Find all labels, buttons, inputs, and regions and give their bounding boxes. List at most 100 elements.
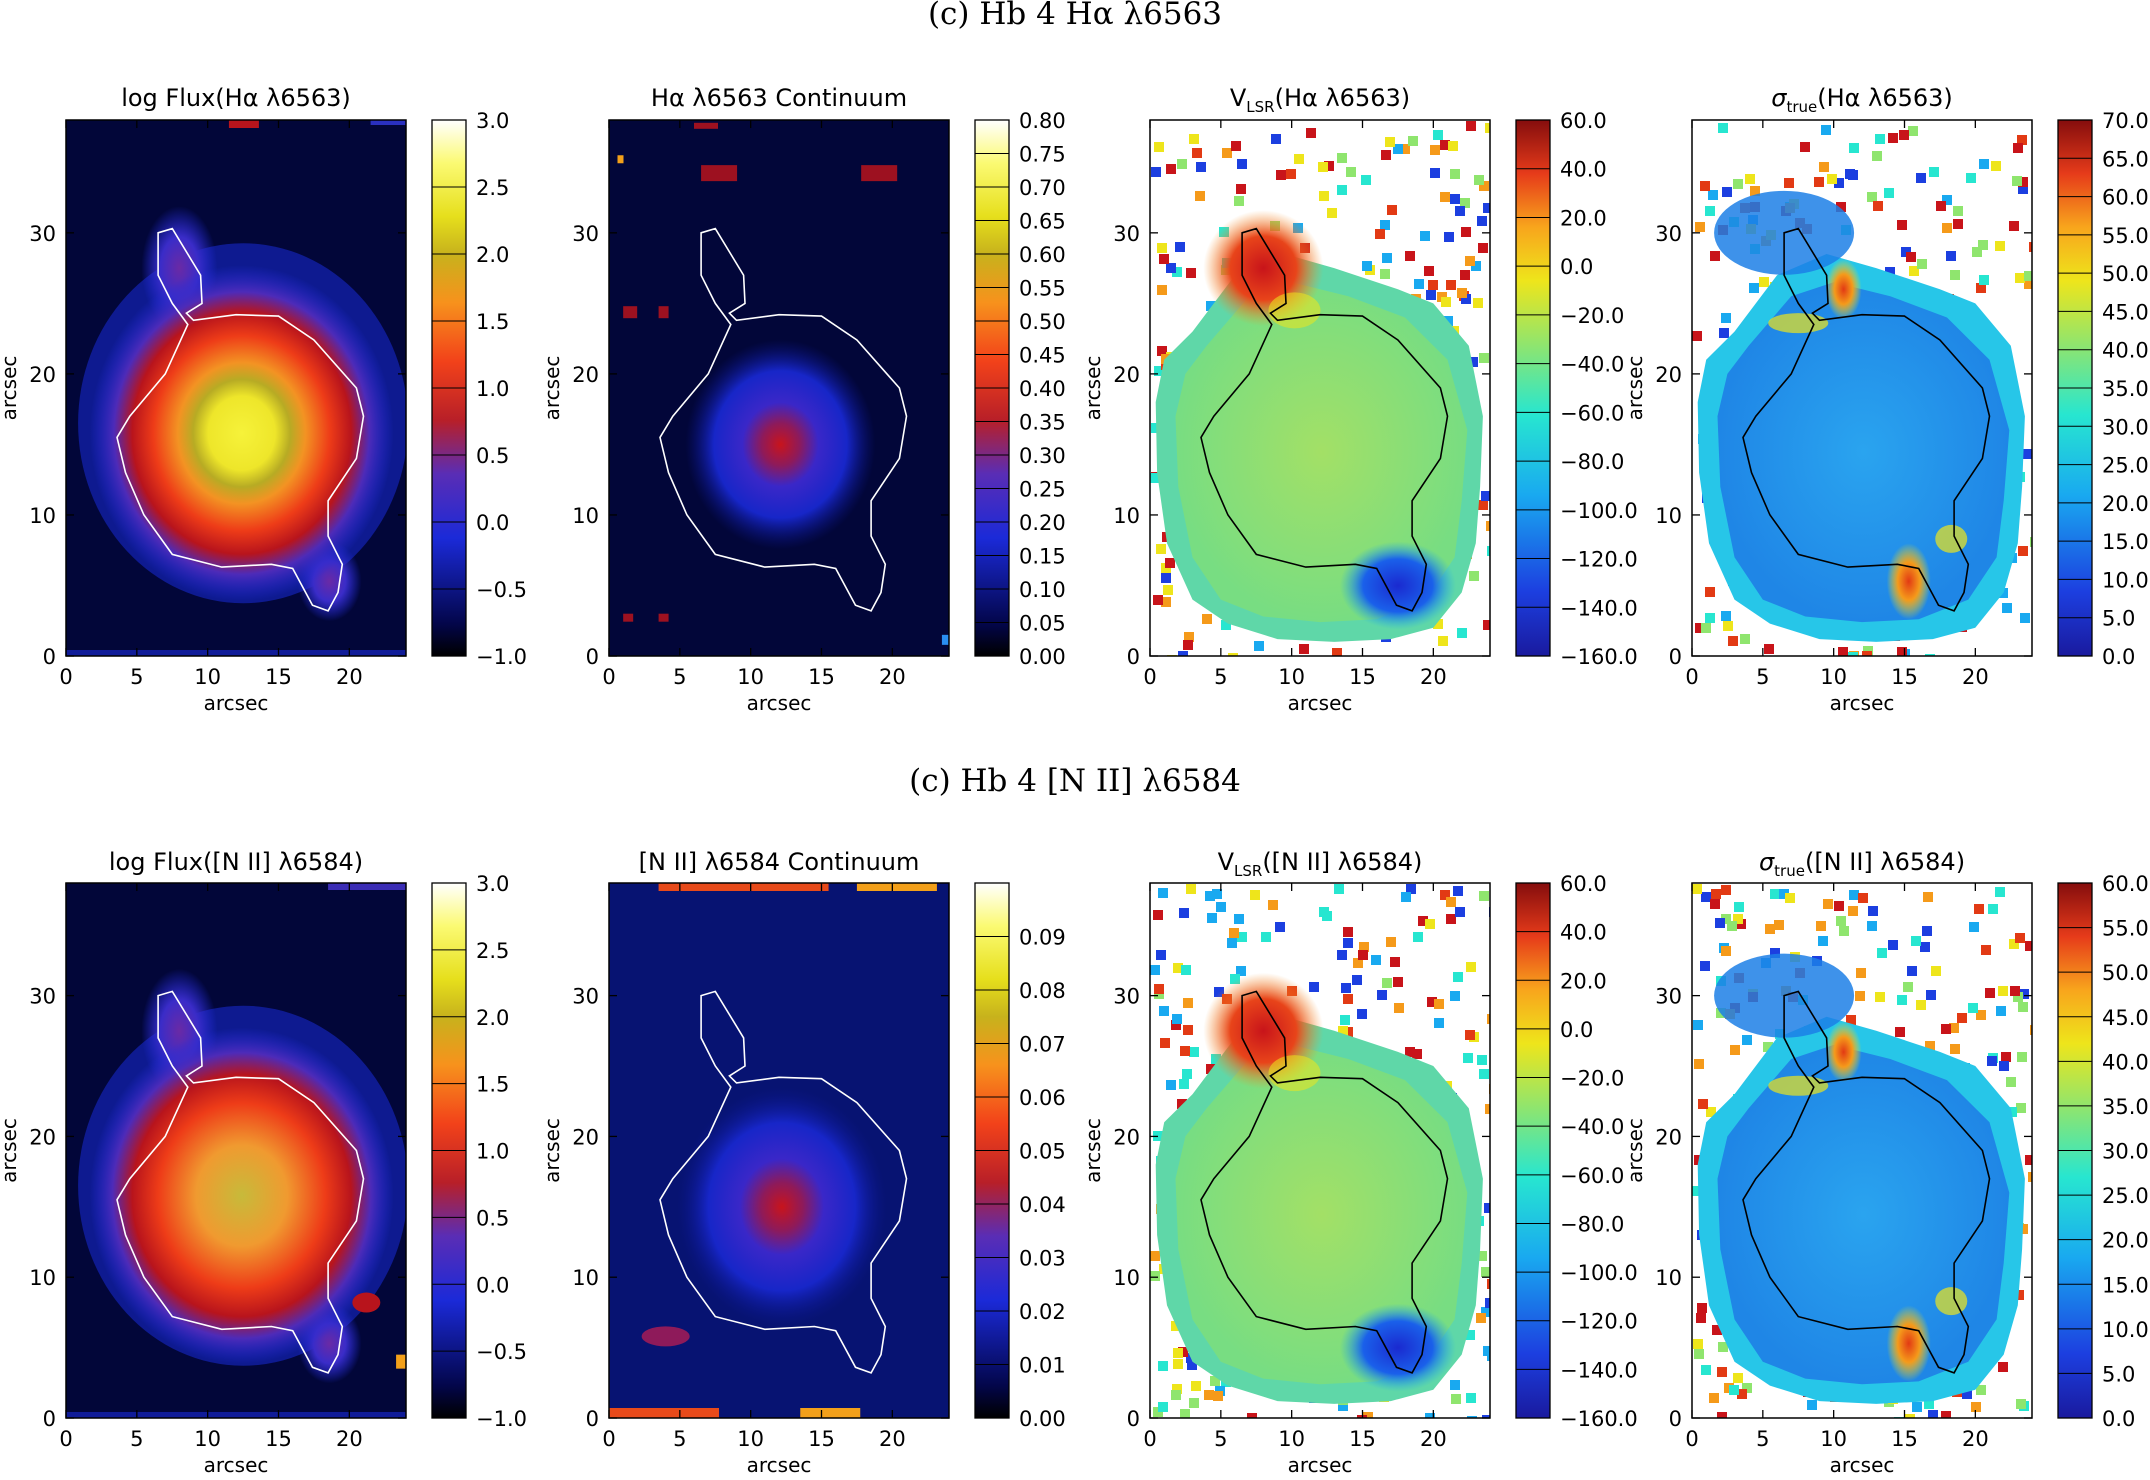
y-tick-label: 30 bbox=[29, 985, 56, 1009]
noise-pixel bbox=[1172, 267, 1182, 277]
noise-pixel bbox=[1382, 253, 1392, 263]
noise-pixel bbox=[2019, 989, 2029, 999]
noise-pixel bbox=[1481, 1267, 1490, 1277]
x-tick-label: 15 bbox=[1349, 1427, 1376, 1451]
colorbar-tick-label: −140.0 bbox=[1560, 1358, 1638, 1382]
x-tick-label: 15 bbox=[808, 1427, 835, 1451]
noise-pixel bbox=[1730, 1045, 1740, 1055]
noise-pixel bbox=[1387, 205, 1397, 215]
colorbar-tick-label: 0.25 bbox=[1019, 478, 1066, 502]
noise-pixel bbox=[1477, 1055, 1487, 1065]
y-axis-label: arcsec bbox=[1623, 1118, 1647, 1183]
colorbar-tick-label: 0.00 bbox=[1019, 645, 1066, 669]
noise-pixel bbox=[1334, 884, 1344, 894]
noise-pixel bbox=[2018, 546, 2028, 556]
noise-pixel bbox=[2024, 271, 2032, 281]
colorbar-tick-label: 0.01 bbox=[1019, 1354, 1066, 1378]
noise-pixel bbox=[1695, 222, 1705, 232]
noise-pixel bbox=[1237, 932, 1247, 942]
colorbar-tick-label: 15.0 bbox=[2102, 1273, 2149, 1297]
y-tick-label: 20 bbox=[1113, 363, 1140, 387]
noise-pixel bbox=[1202, 614, 1212, 624]
colorbar-tick-label: 0.75 bbox=[1019, 143, 1066, 167]
noise-pixel bbox=[1827, 174, 1837, 184]
colorbar-tick-label: 35.0 bbox=[2102, 377, 2149, 401]
colorbar-tick-label: −120.0 bbox=[1560, 1310, 1638, 1334]
colorbar-tick-label: 10.0 bbox=[2102, 568, 2149, 592]
x-tick-label: 5 bbox=[1214, 1427, 1227, 1451]
x-tick-label: 10 bbox=[1820, 1427, 1847, 1451]
noise-pixel bbox=[1779, 889, 1789, 899]
noise-pixel bbox=[1192, 148, 1202, 158]
plot-frame bbox=[1149, 882, 1491, 1419]
noise-pixel bbox=[1836, 916, 1846, 926]
noise-pixel bbox=[1995, 241, 2005, 251]
noise-pixel bbox=[1427, 997, 1437, 1007]
noise-pixel bbox=[1897, 995, 1907, 1005]
noise-pixel bbox=[1872, 151, 1882, 161]
noise-pixel bbox=[1175, 242, 1185, 252]
noise-pixel bbox=[1916, 1000, 1926, 1010]
noise-pixel bbox=[1433, 619, 1443, 629]
noise-pixel bbox=[1925, 1041, 1935, 1051]
noise-pixel bbox=[1770, 889, 1780, 899]
noise-pixel bbox=[1476, 1313, 1486, 1323]
map-image bbox=[609, 120, 949, 656]
nebula-contour bbox=[116, 990, 365, 1374]
noise-pixel bbox=[1179, 1079, 1189, 1089]
noise-pixel bbox=[1324, 161, 1334, 171]
panel-title: VLSR([N II] λ6584) bbox=[1218, 848, 1423, 880]
colorbar-tick-label: 40.0 bbox=[2102, 339, 2149, 363]
noise-pixel bbox=[1160, 1038, 1170, 1048]
x-axis-label: arcsec bbox=[1288, 691, 1353, 715]
x-tick-label: 0 bbox=[1143, 665, 1156, 689]
nebula-contour bbox=[1742, 227, 1991, 612]
noise-pixel bbox=[1849, 890, 1859, 900]
noise-pixel bbox=[1444, 232, 1454, 242]
noise-pixel bbox=[1949, 1023, 1959, 1033]
noise-pixel bbox=[1363, 1412, 1373, 1418]
panel-ha-sigma: σtrue(Hα λ6563) 0 5 10 15 20 0 10 20 30 arcsec arcs… bbox=[1623, 84, 2149, 715]
noise-pixel bbox=[1816, 921, 1826, 931]
noise-pixel bbox=[1478, 500, 1488, 510]
noise-pixel bbox=[1733, 179, 1743, 189]
noise-pixel bbox=[1468, 357, 1478, 367]
noise-pixel bbox=[1995, 887, 2005, 897]
noise-pixel bbox=[1237, 159, 1247, 169]
noise-pixel bbox=[1784, 178, 1794, 188]
panel-title: VLSR(Hα λ6563) bbox=[1230, 84, 1410, 116]
noise-pixel bbox=[1207, 913, 1217, 923]
noise-pixel bbox=[1487, 1279, 1490, 1289]
noise-pixel bbox=[1759, 277, 1769, 287]
noise-pixel bbox=[2017, 135, 2027, 145]
colorbar-tick-label: 1.5 bbox=[476, 310, 509, 334]
noise-pixel bbox=[1485, 1104, 1490, 1114]
noise-pixel bbox=[1765, 924, 1775, 934]
nebula-contour bbox=[1200, 227, 1449, 612]
noise-pixel bbox=[1487, 546, 1490, 556]
noise-pixel bbox=[1774, 920, 1784, 930]
noise-pixel bbox=[1161, 573, 1171, 583]
noise-pixel bbox=[1698, 1099, 1708, 1109]
noise-pixel bbox=[1425, 1413, 1435, 1418]
y-axis-label: arcsec bbox=[1081, 356, 1105, 421]
noise-pixel bbox=[1700, 181, 1710, 191]
noise-pixel bbox=[1430, 168, 1440, 178]
noise-pixel bbox=[1888, 133, 1898, 143]
colorbar-gradient bbox=[1516, 883, 1550, 1418]
noise-pixel bbox=[1390, 957, 1400, 967]
noise-pixel bbox=[1485, 123, 1490, 133]
noise-pixel bbox=[1171, 1020, 1181, 1030]
noise-pixel bbox=[1978, 240, 1988, 250]
colorbar-tick-label: 0.55 bbox=[1019, 277, 1066, 301]
colorbar: 0.00 0.05 0.10 0.15 0.20 0.25 0.30 0.35 0.40 0.45… bbox=[974, 109, 1066, 669]
noise-pixel bbox=[1405, 1047, 1415, 1057]
panel-ha-cont: Hα λ6563 Continuum 0 5 10 15 20 0 10 20 30 arcsec a… bbox=[540, 84, 1066, 715]
noise-pixel bbox=[2023, 449, 2032, 459]
noise-pixel bbox=[1401, 892, 1411, 902]
noise-pixel bbox=[1733, 914, 1743, 924]
core-region bbox=[1175, 282, 1468, 623]
colorbar-tick-label: 0.15 bbox=[1019, 545, 1066, 569]
noise-pixel bbox=[2006, 1077, 2016, 1087]
noise-pixel bbox=[1268, 900, 1278, 910]
